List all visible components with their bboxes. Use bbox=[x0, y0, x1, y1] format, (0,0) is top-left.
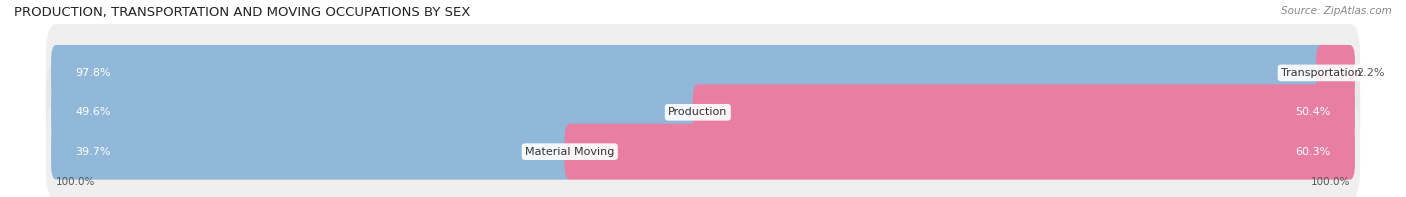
Text: 60.3%: 60.3% bbox=[1295, 147, 1330, 157]
FancyBboxPatch shape bbox=[46, 24, 1360, 122]
FancyBboxPatch shape bbox=[51, 45, 1326, 101]
FancyBboxPatch shape bbox=[51, 84, 703, 140]
FancyBboxPatch shape bbox=[1316, 45, 1355, 101]
Text: Source: ZipAtlas.com: Source: ZipAtlas.com bbox=[1281, 6, 1392, 16]
FancyBboxPatch shape bbox=[693, 84, 1355, 140]
FancyBboxPatch shape bbox=[565, 124, 1355, 180]
Text: 2.2%: 2.2% bbox=[1357, 68, 1385, 78]
Text: 100.0%: 100.0% bbox=[56, 177, 96, 187]
Text: 97.8%: 97.8% bbox=[76, 68, 111, 78]
Text: PRODUCTION, TRANSPORTATION AND MOVING OCCUPATIONS BY SEX: PRODUCTION, TRANSPORTATION AND MOVING OC… bbox=[14, 6, 471, 19]
Text: Material Moving: Material Moving bbox=[524, 147, 614, 157]
Text: Production: Production bbox=[668, 107, 727, 117]
Text: 100.0%: 100.0% bbox=[1310, 177, 1350, 187]
Text: Transportation: Transportation bbox=[1281, 68, 1361, 78]
Text: 50.4%: 50.4% bbox=[1295, 107, 1330, 117]
FancyBboxPatch shape bbox=[46, 103, 1360, 197]
Text: 49.6%: 49.6% bbox=[76, 107, 111, 117]
FancyBboxPatch shape bbox=[46, 63, 1360, 161]
FancyBboxPatch shape bbox=[51, 124, 575, 180]
Text: 39.7%: 39.7% bbox=[76, 147, 111, 157]
